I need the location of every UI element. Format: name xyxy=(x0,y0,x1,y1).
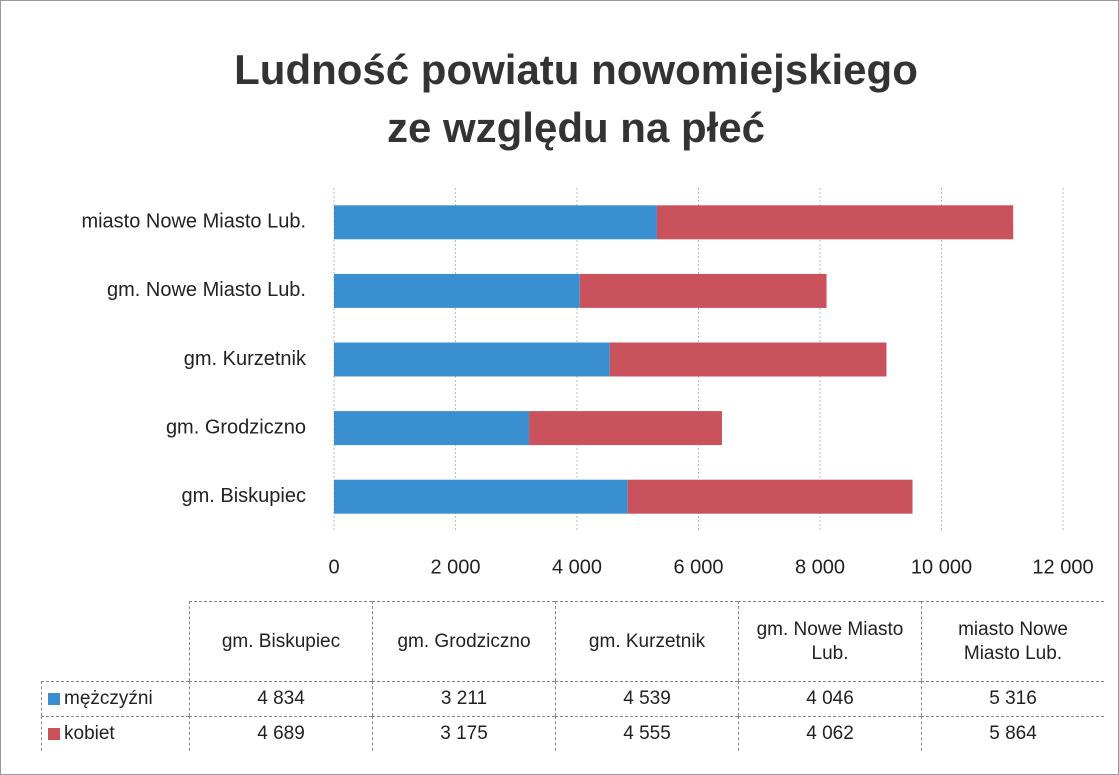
table-header: gm. Grodziczno xyxy=(372,601,555,681)
bar xyxy=(656,205,1014,240)
x-tick-label: 6 000 xyxy=(673,556,723,578)
table-value: 3 175 xyxy=(372,716,555,751)
bar xyxy=(334,411,530,446)
table-value: 4 062 xyxy=(738,716,921,751)
bar xyxy=(334,205,657,240)
y-tick-label: gm. Grodziczno xyxy=(166,416,306,438)
x-tick-label: 10 000 xyxy=(911,556,972,578)
y-tick-label: gm. Kurzetnik xyxy=(184,348,307,370)
bar xyxy=(334,479,628,514)
x-tick-label: 8 000 xyxy=(795,556,845,578)
chart-title: Ludność powiatu nowomiejskiego ze względ… xyxy=(234,46,918,151)
legend-cell: mężczyźni xyxy=(41,681,189,716)
bar xyxy=(579,273,827,308)
table-header: gm. Biskupiec xyxy=(189,601,372,681)
legend-label: mężczyźni xyxy=(64,688,153,709)
table-header: gm. Kurzetnik xyxy=(555,601,738,681)
table-header: gm. Nowe Miasto Lub. xyxy=(738,601,921,681)
x-tick-label: 0 xyxy=(328,556,339,578)
x-tick-label: 4 000 xyxy=(552,556,602,578)
table-value: 4 834 xyxy=(189,681,372,716)
bar xyxy=(334,273,580,308)
legend-label: kobiet xyxy=(64,723,115,744)
legend-cell: kobiet xyxy=(41,716,189,751)
table-header: miasto Nowe Miasto Lub. xyxy=(921,601,1104,681)
table-value: 4 539 xyxy=(555,681,738,716)
bar xyxy=(627,479,913,514)
y-tick-label: gm. Nowe Miasto Lub. xyxy=(107,279,306,301)
table-value: 5 316 xyxy=(921,681,1104,716)
bar xyxy=(334,342,610,377)
bar xyxy=(609,342,887,377)
table-value: 4 689 xyxy=(189,716,372,751)
x-tick-label: 2 000 xyxy=(430,556,480,578)
table-value: 4 046 xyxy=(738,681,921,716)
legend-swatch xyxy=(48,693,60,705)
table-value: 5 864 xyxy=(921,716,1104,751)
legend-swatch xyxy=(48,728,60,740)
table-value: 4 555 xyxy=(555,716,738,751)
y-tick-label: miasto Nowe Miasto Lub. xyxy=(81,211,306,233)
bar xyxy=(529,411,722,446)
x-tick-label: 12 000 xyxy=(1032,556,1093,578)
table-value: 3 211 xyxy=(372,681,555,716)
y-tick-label: gm. Biskupiec xyxy=(182,485,307,507)
